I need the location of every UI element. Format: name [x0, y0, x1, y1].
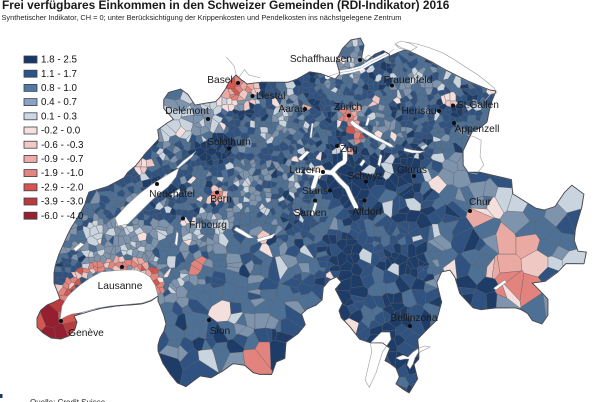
- svg-text:Lausanne: Lausanne: [98, 281, 143, 292]
- svg-text:Sion: Sion: [210, 326, 230, 337]
- svg-text:Sarnen: Sarnen: [294, 208, 327, 219]
- svg-text:-0.6 - -0.3: -0.6 - -0.3: [41, 140, 84, 151]
- svg-text:-1.9 - -1.0: -1.9 - -1.0: [41, 168, 84, 179]
- svg-text:Basel: Basel: [207, 75, 232, 86]
- svg-text:St.Gallen: St.Gallen: [457, 100, 499, 111]
- svg-text:Neuchâtel: Neuchâtel: [149, 189, 195, 200]
- svg-text:Frei verfügbares Einkommen in: Frei verfügbares Einkommen in den Schwei…: [2, 0, 450, 12]
- svg-text:Zürich: Zürich: [334, 102, 362, 113]
- svg-text:Stans: Stans: [302, 186, 328, 197]
- svg-text:Synthetischer Indikator, CH =: Synthetischer Indikator, CH = 0; unter B…: [2, 13, 402, 22]
- svg-text:Appenzell: Appenzell: [455, 124, 500, 135]
- svg-text:Genève: Genève: [68, 328, 104, 339]
- svg-text:-0.9 - -0.7: -0.9 - -0.7: [41, 154, 83, 165]
- svg-text:-3.9 - -3.0: -3.9 - -3.0: [41, 197, 84, 208]
- svg-text:1.1 - 1.7: 1.1 - 1.7: [41, 69, 77, 80]
- svg-text:0.8 - 1.0: 0.8 - 1.0: [41, 83, 77, 94]
- svg-text:Frauenfeld: Frauenfeld: [384, 75, 433, 86]
- svg-text:-6.0 - -4.0: -6.0 - -4.0: [41, 211, 84, 222]
- svg-text:Bern: Bern: [210, 194, 232, 205]
- svg-text:-0.2 - 0.0: -0.2 - 0.0: [41, 126, 81, 137]
- svg-text:-2.9 - -2.0: -2.9 - -2.0: [41, 182, 84, 193]
- svg-text:Herisau: Herisau: [401, 106, 436, 117]
- svg-text:Glarus: Glarus: [397, 165, 427, 176]
- svg-text:1.8 - 2.5: 1.8 - 2.5: [41, 55, 77, 66]
- svg-text:0.4 - 0.7: 0.4 - 0.7: [41, 97, 77, 108]
- svg-text:Aarau: Aarau: [278, 104, 305, 115]
- svg-text:Liestal: Liestal: [256, 91, 285, 102]
- svg-text:Delémont: Delémont: [165, 106, 209, 117]
- svg-text:Luzern: Luzern: [289, 165, 320, 176]
- svg-text:Altdorf: Altdorf: [352, 207, 382, 218]
- svg-text:Fribourg: Fribourg: [189, 220, 227, 231]
- svg-text:Zug: Zug: [340, 144, 358, 155]
- svg-text:Bellinzona: Bellinzona: [390, 313, 437, 324]
- svg-text:0.1 - 0.3: 0.1 - 0.3: [41, 111, 77, 122]
- svg-text:Chur: Chur: [469, 197, 492, 208]
- svg-text:Schwyz: Schwyz: [347, 171, 382, 182]
- svg-text:Quelle: Credit Suisse: Quelle: Credit Suisse: [30, 398, 106, 402]
- svg-text:Solothurn: Solothurn: [207, 137, 251, 148]
- svg-text:Schaffhausen: Schaffhausen: [290, 54, 352, 65]
